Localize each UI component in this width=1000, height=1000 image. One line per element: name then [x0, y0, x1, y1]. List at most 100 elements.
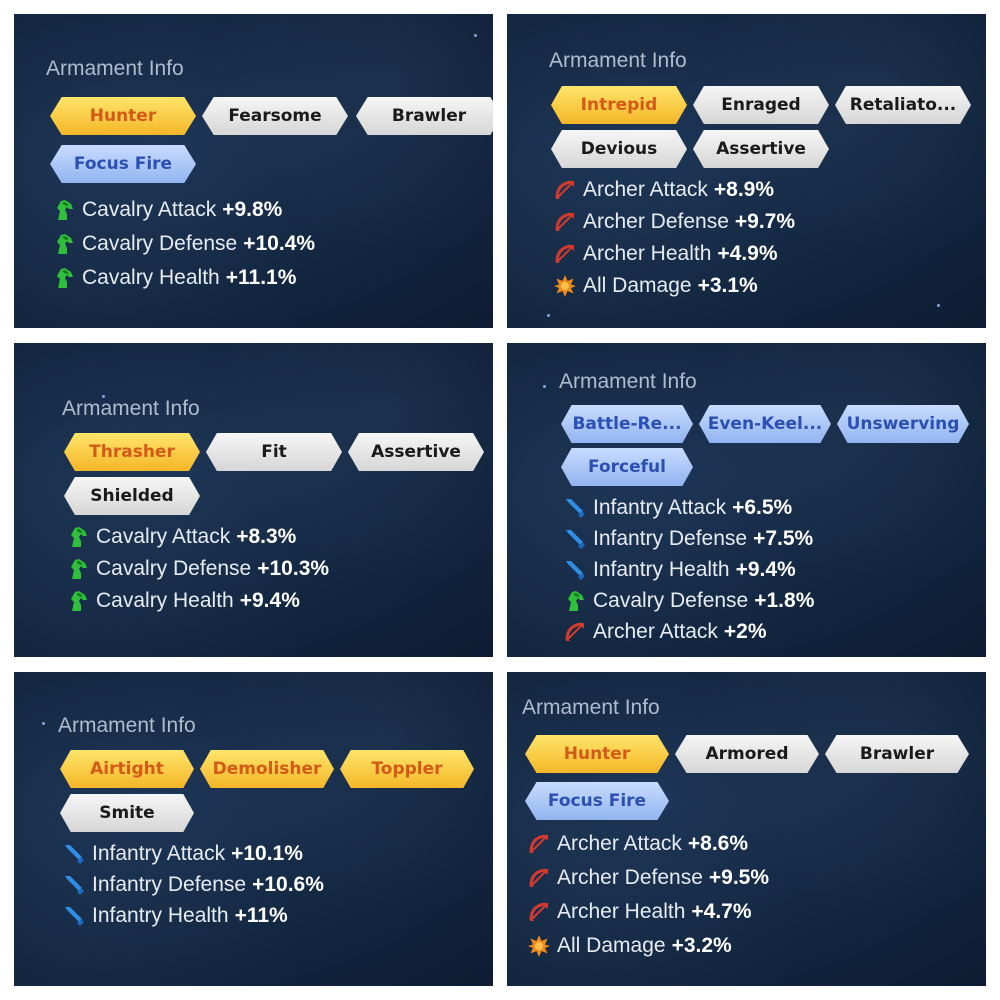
stat-row: Infantry Attack +6.5% — [563, 496, 792, 520]
stat-label: Cavalry Defense — [593, 589, 749, 612]
stat-value: +9.5% — [708, 866, 770, 889]
stat-label: Archer Attack — [593, 620, 718, 643]
stat-value: +8.3% — [236, 525, 297, 548]
stat-label: Infantry Health — [593, 558, 730, 581]
tag-focus-fire[interactable]: Focus Fire — [50, 145, 196, 183]
stat-row: Archer Attack +8.6% — [527, 832, 748, 856]
stat-label: Archer Health — [583, 242, 712, 265]
tag-assertive[interactable]: Assertive — [348, 433, 484, 471]
stat-row: Archer Defense +9.5% — [527, 866, 769, 890]
tag-smite[interactable]: Smite — [60, 794, 194, 832]
stat-value: +7.5% — [753, 527, 814, 550]
stat-label: Archer Attack — [583, 178, 708, 201]
stat-row: Archer Attack +8.9% — [553, 178, 774, 202]
archer-icon — [555, 212, 574, 231]
all-damage-icon — [528, 935, 550, 957]
star-decoration — [543, 385, 546, 388]
tag-focus-fire[interactable]: Focus Fire — [525, 782, 669, 820]
tag-assertive[interactable]: Assertive — [693, 130, 829, 168]
archer-icon — [555, 244, 574, 263]
stat-label: Infantry Health — [92, 904, 229, 927]
tag-hunter[interactable]: Hunter — [50, 97, 196, 135]
tag-fit[interactable]: Fit — [206, 433, 342, 471]
stat-row: Infantry Health +11% — [62, 904, 288, 928]
tag-brawler[interactable]: Brawler — [356, 97, 493, 135]
tag-fearsome[interactable]: Fearsome — [202, 97, 348, 135]
cavalry-icon — [568, 591, 584, 611]
stat-value: +11.1% — [225, 266, 297, 289]
archer-icon — [529, 834, 548, 853]
stat-label: Cavalry Attack — [82, 198, 217, 221]
tag-retaliator[interactable]: Retaliato... — [835, 86, 971, 124]
stat-row: Cavalry Health +9.4% — [66, 589, 300, 613]
stat-label: Infantry Defense — [593, 527, 748, 550]
stat-row: All Damage +3.1% — [553, 274, 758, 298]
tag-enraged[interactable]: Enraged — [693, 86, 829, 124]
tag-shielded[interactable]: Shielded — [64, 477, 200, 515]
tag-forceful[interactable]: Forceful — [561, 448, 693, 486]
stat-value: +4.9% — [717, 242, 778, 265]
stat-value: +6.5% — [732, 496, 793, 519]
tag-battle-ready[interactable]: Battle-Re... — [561, 405, 693, 443]
stat-row: Archer Health +4.9% — [553, 242, 778, 266]
tag-toppler[interactable]: Toppler — [340, 750, 474, 788]
stat-label: Cavalry Health — [96, 589, 234, 612]
star-decoration — [937, 304, 940, 307]
tag-even-keeled[interactable]: Even-Keel... — [699, 405, 831, 443]
archer-icon — [529, 868, 548, 887]
archer-icon — [529, 902, 548, 921]
infantry-icon — [65, 845, 84, 864]
stat-row: Cavalry Defense +10.3% — [66, 557, 329, 581]
all-damage-icon — [554, 275, 576, 297]
tag-devious[interactable]: Devious — [551, 130, 687, 168]
stat-label: Cavalry Defense — [96, 557, 252, 580]
stat-row: Cavalry Health +11.1% — [52, 266, 296, 290]
stat-label: All Damage — [583, 274, 692, 297]
infantry-icon — [566, 499, 585, 518]
stat-value: +9.8% — [222, 198, 283, 221]
stat-row: Infantry Attack +10.1% — [62, 842, 303, 866]
stat-value: +10.4% — [243, 232, 316, 255]
tag-brawler[interactable]: Brawler — [825, 735, 969, 773]
stat-value: +2% — [723, 620, 767, 643]
stat-value: +8.9% — [713, 178, 775, 201]
stat-label: Infantry Attack — [92, 842, 226, 865]
tag-intrepid[interactable]: Intrepid — [551, 86, 687, 124]
stat-value: +4.7% — [691, 900, 752, 923]
tag-armored[interactable]: Armored — [675, 735, 819, 773]
stat-label: Cavalry Defense — [82, 232, 238, 255]
archer-icon — [555, 180, 574, 199]
stat-label: Archer Health — [557, 900, 686, 923]
armament-panel-5: Armament Info Airtight Demolisher Topple… — [14, 672, 493, 986]
armament-panel-1: Armament Info Hunter Fearsome Brawler Fo… — [14, 14, 493, 328]
tag-thrasher[interactable]: Thrasher — [64, 433, 200, 471]
stat-value: +9.7% — [734, 210, 796, 233]
panel-title: Armament Info — [62, 397, 200, 420]
infantry-icon — [65, 907, 84, 926]
infantry-icon — [566, 561, 585, 580]
cavalry-icon — [57, 200, 73, 220]
panel-title: Armament Info — [549, 49, 687, 72]
stat-row: Cavalry Defense +1.8% — [563, 589, 814, 613]
armament-panel-4: Armament Info Battle-Re... Even-Keel... … — [507, 343, 986, 657]
stat-value: +10.3% — [257, 557, 330, 580]
stat-row: Archer Health +4.7% — [527, 900, 752, 924]
stat-value: +9.4% — [735, 558, 796, 581]
stat-value: +3.1% — [697, 274, 758, 297]
cavalry-icon — [71, 559, 87, 579]
stat-label: Infantry Defense — [92, 873, 247, 896]
tag-hunter[interactable]: Hunter — [525, 735, 669, 773]
stat-label: Archer Defense — [557, 866, 703, 889]
tag-demolisher[interactable]: Demolisher — [200, 750, 334, 788]
stat-label: Archer Defense — [583, 210, 729, 233]
tag-unswerving[interactable]: Unswerving — [837, 405, 969, 443]
star-decoration — [474, 34, 477, 37]
stat-value: +3.2% — [671, 934, 732, 957]
stat-value: +8.6% — [687, 832, 749, 855]
stat-row: All Damage +3.2% — [527, 934, 732, 958]
stat-row: Cavalry Defense +10.4% — [52, 232, 315, 256]
tag-airtight[interactable]: Airtight — [60, 750, 194, 788]
cavalry-icon — [71, 591, 87, 611]
stat-label: Infantry Attack — [593, 496, 727, 519]
stat-value: +1.8% — [754, 589, 815, 612]
